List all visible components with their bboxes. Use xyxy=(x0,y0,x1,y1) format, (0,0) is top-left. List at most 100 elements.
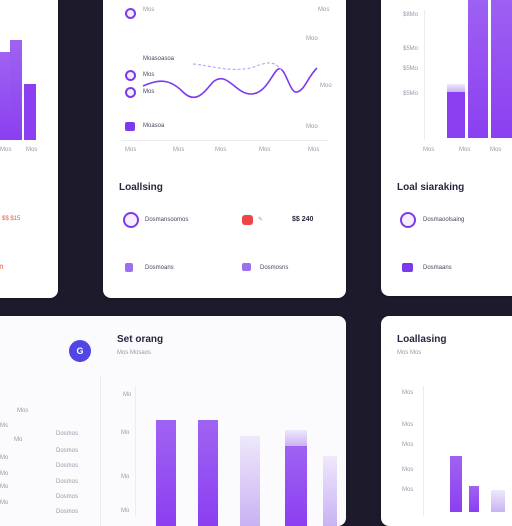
folder-icon[interactable] xyxy=(402,263,413,272)
right-label: Moo xyxy=(320,83,332,89)
row-label: Mos xyxy=(143,72,155,78)
y-axis-label: Mo xyxy=(121,508,130,514)
chart-bar xyxy=(469,486,479,512)
chart-icon xyxy=(125,70,136,81)
chart-title: Set orang xyxy=(117,334,164,345)
document-icon xyxy=(125,122,135,131)
list-item-value: Dosmos xyxy=(56,463,79,469)
x-label: Mos xyxy=(125,147,137,153)
revenue-card-left: Mos Mos $$ $15 ft xyxy=(0,0,58,298)
list-item-value: Dosmos xyxy=(56,431,79,437)
item-label[interactable]: Dosmosns xyxy=(260,265,289,271)
y-axis-label: $8Mo xyxy=(403,12,419,18)
list-card-left: G Mos Ms Mo Mo Mo Mo Mo Dosmos Dosmos Do… xyxy=(0,316,346,526)
bar-chart-card-right: $8Mo $5Mo $5Mo $5Mo Mos Mos Mos Loal sia… xyxy=(381,0,512,296)
chart-bar xyxy=(285,430,307,446)
row-label: Ms xyxy=(0,423,8,429)
row-label: Mo xyxy=(0,455,9,461)
y-axis-label: Mos xyxy=(402,467,414,473)
x-label: Mos xyxy=(490,147,502,153)
column-divider xyxy=(100,376,101,526)
play-icon[interactable] xyxy=(125,263,133,272)
chart-bar xyxy=(447,84,465,92)
axis-label: Mos xyxy=(26,147,38,153)
chart-bar xyxy=(240,436,260,526)
bar-chart-card-right-bottom: Loallasing Mos Mos Mos Mos Mos Mos Mos xyxy=(381,316,512,526)
avatar[interactable]: G xyxy=(69,340,91,362)
right-label: Moo xyxy=(306,36,318,42)
axis-line xyxy=(424,10,425,140)
chart-bar xyxy=(156,420,176,526)
list-item-value: Dosmos xyxy=(56,479,79,485)
red-value: $$ $15 xyxy=(2,216,21,222)
x-label: Mos xyxy=(459,147,471,153)
y-axis-label: $5Mo xyxy=(403,66,419,72)
chart-bar xyxy=(447,92,465,138)
y-axis-label: Mos xyxy=(402,422,414,428)
chart-subtitle: Mos Mosaos xyxy=(117,350,152,356)
chart-subtitle: Mos Mos xyxy=(397,350,422,356)
wallet-icon xyxy=(125,87,136,98)
row-label: Mos xyxy=(143,89,155,95)
row-label: Moasoasoa xyxy=(143,56,175,62)
clock-icon[interactable] xyxy=(123,212,139,228)
red-marker: ft xyxy=(0,265,4,271)
item-label[interactable]: Dosmoans xyxy=(145,265,174,271)
y-axis-label: $5Mo xyxy=(403,46,419,52)
chart-title: Loallasing xyxy=(397,334,447,345)
y-axis-label: Mos xyxy=(402,390,414,396)
chart-bar xyxy=(0,52,12,140)
chart-bar xyxy=(198,420,218,526)
row-label: Mo xyxy=(0,471,9,477)
axis-line xyxy=(423,386,424,516)
y-axis-label: Mo xyxy=(121,430,130,436)
chart-bar xyxy=(24,84,36,140)
row-label: Mo xyxy=(0,500,9,506)
section-title: Loal siaraking xyxy=(397,182,465,193)
list-item-value: Dosmos xyxy=(56,509,79,515)
row-label: Mo xyxy=(0,484,9,490)
chart-bar xyxy=(10,40,22,140)
trend-line-secondary xyxy=(192,62,282,71)
x-label: Mos xyxy=(215,147,227,153)
chart-bar xyxy=(323,456,337,526)
user-icon xyxy=(125,8,136,19)
clipboard-icon[interactable] xyxy=(400,212,416,228)
y-axis-label: Mos xyxy=(402,442,414,448)
right-label: Moo xyxy=(306,124,318,130)
item-label[interactable]: Dosmaoolsaing xyxy=(423,217,465,223)
top-right-label: Mos xyxy=(318,7,330,13)
chart-bar xyxy=(285,446,307,526)
tag-icon[interactable] xyxy=(242,263,251,271)
trend-card: Mos Mos Moasoasoa Mos Mos Moasoa Moo Moo… xyxy=(103,0,346,298)
list-item-value: Dosmos xyxy=(56,494,79,500)
trend-line-primary xyxy=(142,67,318,99)
y-axis-label: Mo xyxy=(123,392,132,398)
y-axis-label: Mo xyxy=(121,474,130,480)
chart-bar xyxy=(450,456,462,512)
item-label[interactable]: Dosmaans xyxy=(423,265,452,271)
x-label: Mos xyxy=(173,147,185,153)
chart-bar xyxy=(468,0,488,138)
chart-bar xyxy=(491,0,512,138)
y-axis-label: Mos xyxy=(402,487,414,493)
row-label: Mo xyxy=(14,437,23,443)
item-label[interactable]: Dosmansoomos xyxy=(145,217,189,223)
amount-value: $$ 240 xyxy=(292,216,314,223)
row-label: Mos xyxy=(17,408,29,414)
trend-line-chart xyxy=(142,62,318,99)
axis-line xyxy=(135,386,136,516)
alert-icon[interactable] xyxy=(242,215,253,225)
list-item-value: Dosmos xyxy=(56,448,79,454)
chart-divider xyxy=(121,140,328,141)
axis-label: Mos xyxy=(0,147,12,153)
top-label: Mos xyxy=(143,7,155,13)
x-label: Mos xyxy=(259,147,271,153)
x-label: Mos xyxy=(423,147,435,153)
section-title: Loallsing xyxy=(119,182,163,193)
x-label: Mos xyxy=(308,147,320,153)
row-label: Moasoa xyxy=(143,123,165,129)
pencil-icon[interactable]: ✎ xyxy=(258,217,264,223)
chart-bar xyxy=(491,490,505,512)
y-axis-label: $5Mo xyxy=(403,91,419,97)
